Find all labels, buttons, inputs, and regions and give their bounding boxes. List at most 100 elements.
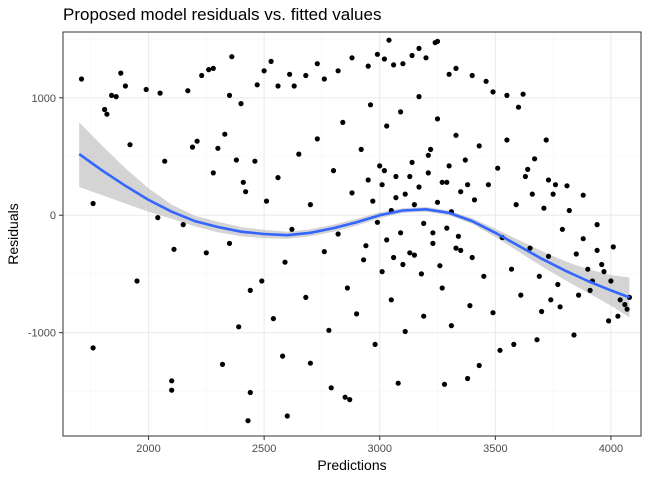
data-point bbox=[545, 253, 552, 259]
points-layer bbox=[78, 37, 633, 424]
data-point bbox=[599, 261, 605, 268]
data-point bbox=[513, 202, 519, 208]
data-point bbox=[307, 360, 313, 366]
data-point bbox=[471, 197, 478, 203]
data-point bbox=[400, 61, 406, 67]
data-point bbox=[465, 375, 471, 382]
data-point bbox=[409, 52, 415, 59]
data-point bbox=[518, 292, 524, 298]
data-point bbox=[453, 132, 459, 138]
data-point bbox=[532, 156, 538, 162]
data-point bbox=[441, 381, 448, 387]
data-point bbox=[594, 222, 600, 228]
data-point bbox=[102, 106, 108, 113]
data-point bbox=[90, 200, 96, 207]
data-point bbox=[284, 413, 290, 419]
data-point bbox=[508, 266, 515, 272]
data-point bbox=[423, 55, 429, 61]
data-point bbox=[118, 70, 124, 76]
data-point bbox=[330, 168, 337, 174]
data-point bbox=[545, 177, 552, 183]
data-point bbox=[335, 231, 341, 237]
data-point bbox=[539, 308, 545, 315]
data-point bbox=[233, 157, 239, 163]
data-point bbox=[296, 151, 302, 157]
data-point bbox=[374, 51, 380, 57]
data-point bbox=[446, 163, 452, 169]
data-point bbox=[243, 189, 249, 195]
data-point bbox=[347, 397, 353, 403]
data-point bbox=[483, 78, 489, 84]
data-point bbox=[365, 177, 371, 183]
data-point bbox=[622, 301, 628, 308]
data-point bbox=[314, 61, 320, 67]
data-point bbox=[411, 252, 417, 258]
data-point bbox=[358, 146, 364, 152]
data-point bbox=[511, 341, 517, 347]
data-point bbox=[326, 327, 332, 333]
data-point bbox=[321, 249, 327, 255]
data-point bbox=[430, 240, 436, 246]
x-tick-label: 2000 bbox=[136, 443, 160, 455]
data-point bbox=[407, 173, 413, 180]
y-tick-label: -1000 bbox=[28, 328, 56, 340]
data-point bbox=[458, 247, 464, 253]
data-point bbox=[585, 266, 591, 272]
data-point bbox=[552, 182, 559, 188]
data-point bbox=[393, 173, 399, 180]
data-point bbox=[370, 198, 376, 204]
data-point bbox=[344, 285, 350, 291]
data-point bbox=[536, 273, 542, 279]
data-point bbox=[434, 116, 441, 122]
y-tick-label: 1000 bbox=[32, 93, 56, 105]
data-point bbox=[465, 182, 471, 188]
data-point bbox=[363, 243, 369, 249]
data-point bbox=[185, 88, 191, 94]
x-tick-label: 3000 bbox=[368, 443, 392, 455]
data-point bbox=[206, 67, 212, 73]
data-point bbox=[210, 65, 216, 71]
data-point bbox=[247, 287, 253, 293]
data-point bbox=[504, 137, 510, 143]
data-point bbox=[171, 246, 177, 252]
data-point bbox=[439, 179, 445, 185]
data-point bbox=[455, 233, 461, 239]
data-point bbox=[226, 92, 233, 98]
data-point bbox=[229, 54, 235, 60]
data-point bbox=[226, 240, 233, 246]
data-point bbox=[434, 199, 441, 205]
data-point bbox=[402, 191, 408, 197]
data-point bbox=[379, 269, 385, 275]
data-point bbox=[122, 83, 128, 89]
data-point bbox=[381, 56, 387, 62]
data-point bbox=[169, 387, 175, 393]
x-tick-label: 2500 bbox=[252, 443, 276, 455]
y-axis-title: Residuals bbox=[5, 203, 21, 264]
data-point bbox=[381, 168, 387, 174]
data-point bbox=[580, 192, 586, 198]
data-point bbox=[303, 72, 309, 79]
data-point bbox=[402, 328, 408, 335]
data-point bbox=[303, 294, 309, 300]
data-point bbox=[557, 304, 563, 310]
data-point bbox=[104, 111, 110, 117]
data-point bbox=[624, 306, 630, 312]
data-point bbox=[395, 380, 401, 386]
data-point bbox=[143, 86, 149, 93]
data-point bbox=[291, 83, 297, 89]
data-point bbox=[407, 250, 413, 256]
data-point bbox=[342, 394, 348, 400]
data-point bbox=[328, 385, 334, 391]
data-point bbox=[398, 230, 404, 236]
data-point bbox=[520, 91, 526, 97]
data-point bbox=[529, 191, 535, 197]
data-point bbox=[527, 245, 533, 251]
data-point bbox=[236, 324, 242, 330]
data-point bbox=[453, 65, 459, 71]
data-point bbox=[240, 179, 246, 185]
data-point bbox=[398, 109, 404, 115]
data-point bbox=[504, 92, 510, 98]
data-point bbox=[321, 76, 327, 82]
